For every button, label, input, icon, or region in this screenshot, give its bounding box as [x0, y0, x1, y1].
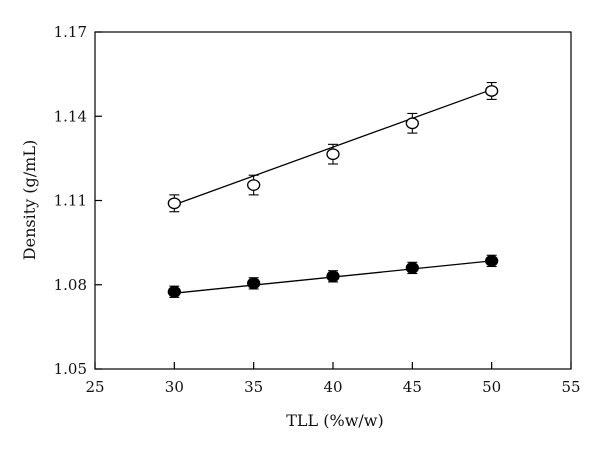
- x-tick-label: 45: [403, 378, 422, 396]
- data-point-filled: [167, 285, 181, 298]
- y-tick-label: 1.11: [54, 192, 87, 210]
- data-point-filled: [485, 255, 499, 267]
- x-tick-label: 55: [561, 378, 580, 396]
- y-tick-label: 1.08: [54, 276, 87, 294]
- data-point-filled: [405, 262, 419, 274]
- y-tick-label: 1.17: [54, 23, 87, 41]
- data-point-open: [247, 179, 261, 191]
- x-tick-label: 50: [482, 378, 501, 396]
- x-tick-label: 40: [323, 378, 342, 396]
- series-layer: [167, 82, 499, 298]
- x-axis-title: TLL (%w/w): [286, 411, 383, 430]
- plot-frame: [94, 31, 572, 370]
- plot-area: [94, 31, 572, 370]
- x-tick-label: 30: [165, 378, 184, 396]
- x-tick-label: 25: [85, 378, 104, 396]
- y-axis-ticks: 1.05 1.08 1.11 1.14 1.17: [54, 23, 102, 378]
- data-point-open: [485, 85, 499, 97]
- data-point-filled: [247, 277, 261, 290]
- x-axis-ticks: 25 30 35 40 45 50 55: [85, 362, 581, 396]
- data-point-open: [326, 148, 340, 161]
- y-axis-title: Density (g/mL): [20, 140, 39, 260]
- y-tick-label: 1.14: [54, 107, 87, 125]
- data-point-filled: [326, 270, 340, 283]
- data-point-open: [405, 117, 419, 130]
- data-point-open: [167, 197, 181, 210]
- series-2: [167, 254, 499, 298]
- series-1: [167, 82, 499, 213]
- x-tick-label: 35: [244, 378, 263, 396]
- y-tick-label: 1.05: [54, 360, 87, 378]
